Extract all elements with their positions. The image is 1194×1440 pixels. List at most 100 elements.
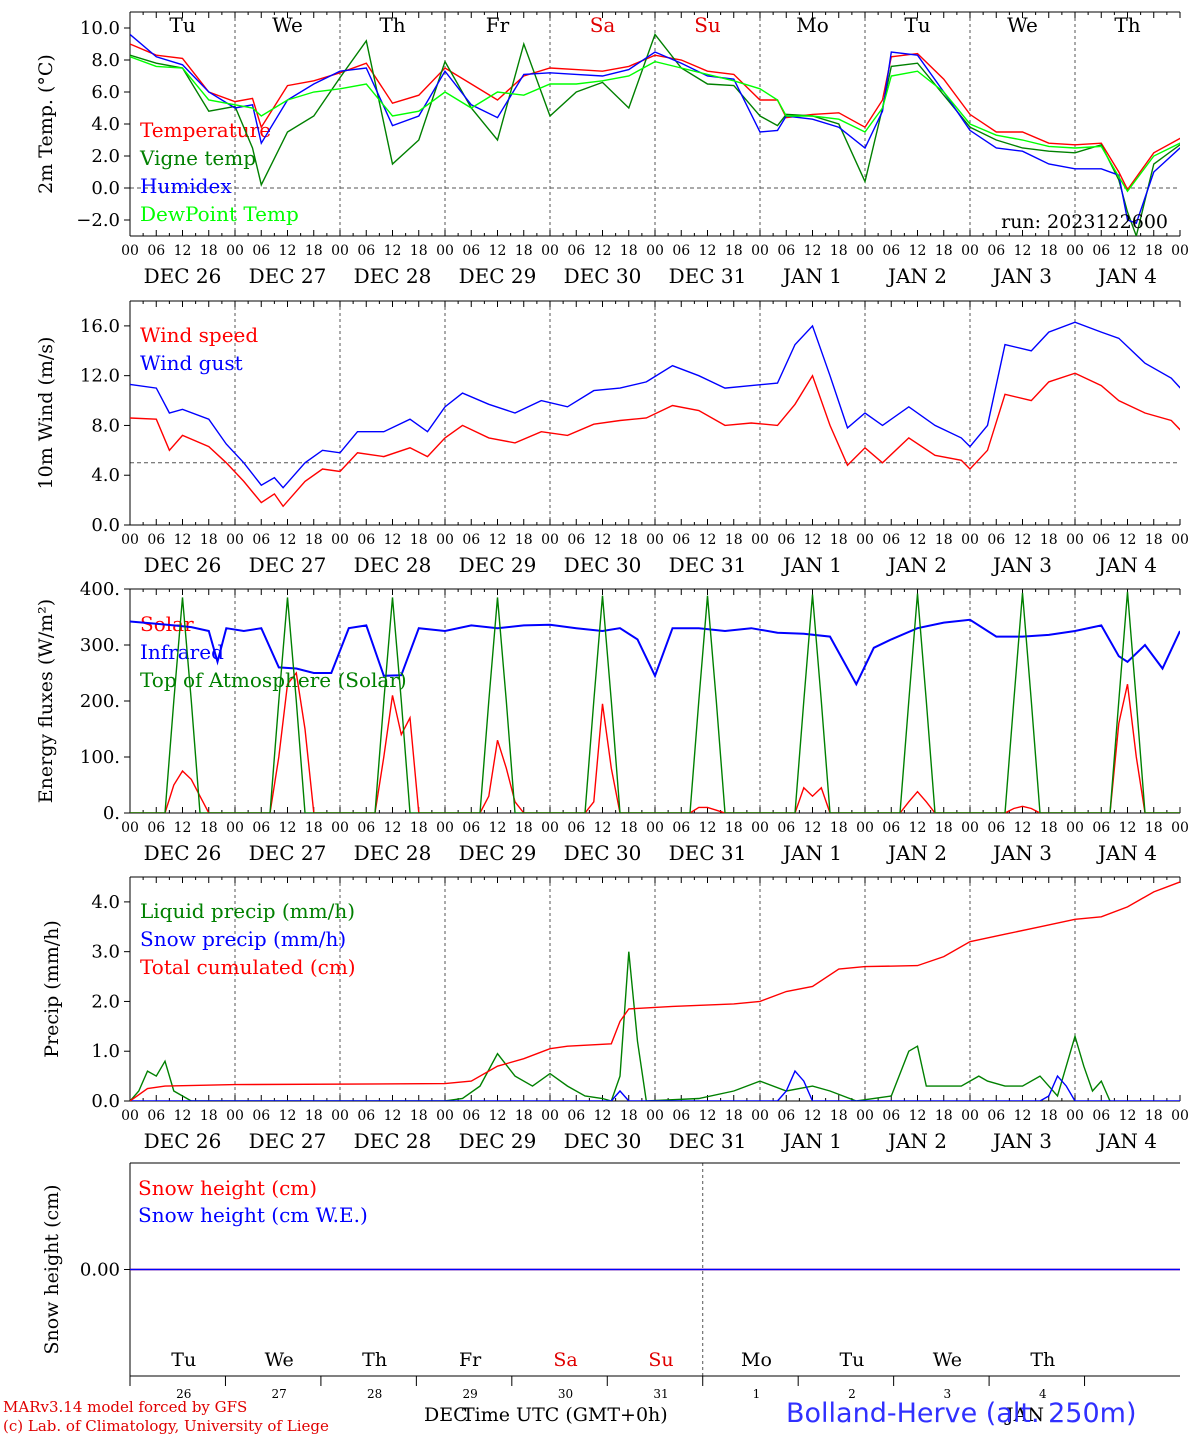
hour-label: 18	[515, 532, 533, 548]
date-label: JAN 2	[886, 1129, 947, 1153]
day-number: 29	[462, 1387, 477, 1401]
hour-label: 12	[279, 243, 297, 259]
hour-label: 00	[961, 820, 979, 836]
y-tick-label: 10.0	[80, 18, 120, 39]
hour-label: 12	[1014, 820, 1032, 836]
hour-label: 06	[567, 1108, 585, 1124]
hour-label: 18	[830, 1108, 848, 1124]
hour-label: 18	[305, 532, 323, 548]
hour-label: 06	[1092, 243, 1110, 259]
date-label: JAN 4	[1096, 553, 1157, 577]
hour-label: 18	[830, 820, 848, 836]
panel-2: 0.0 4.0 8.0 12.0 16.0 10m Wind (m/s) Wind spee…	[35, 300, 1189, 577]
hour-label: 06	[882, 820, 900, 836]
y-tick-label: 8.0	[91, 415, 120, 436]
weekday-label: Su	[694, 13, 721, 37]
hour-label: 18	[935, 532, 953, 548]
hour-label: 06	[567, 243, 585, 259]
weekday-label: We	[1007, 13, 1038, 37]
hour-label: 12	[1014, 1108, 1032, 1124]
hour-label: 06	[777, 1108, 795, 1124]
hour-label: 18	[725, 243, 743, 259]
date-label: DEC 28	[354, 553, 432, 577]
hour-label: 18	[1145, 1108, 1163, 1124]
hour-label: 06	[672, 820, 690, 836]
legend-entry: Top of Atmosphere (Solar)	[140, 668, 407, 692]
hour-label: 00	[646, 820, 664, 836]
series-line-3	[130, 591, 1180, 813]
legend-entry: Wind gust	[140, 351, 243, 375]
date-label: DEC 29	[459, 553, 537, 577]
y-tick-label: 1.0	[91, 1041, 120, 1062]
hour-label: 00	[541, 1108, 559, 1124]
hour-label: 00	[856, 820, 874, 836]
date-label: DEC 27	[249, 264, 327, 288]
hour-label: 06	[147, 243, 165, 259]
hour-label: 00	[436, 532, 454, 548]
series-line-4	[130, 56, 1180, 193]
hour-label: 06	[1092, 820, 1110, 836]
date-label: JAN 1	[781, 1129, 842, 1153]
weekday-label: Tu	[169, 13, 195, 37]
date-label: JAN 3	[991, 264, 1052, 288]
weekday-label: Th	[379, 13, 405, 37]
hour-label: 18	[1145, 820, 1163, 836]
hour-label: 00	[331, 1108, 349, 1124]
hour-label: 06	[777, 243, 795, 259]
weekday-label: Mo	[796, 13, 829, 37]
hour-label: 12	[384, 1108, 402, 1124]
date-label: JAN 2	[886, 553, 947, 577]
hour-label: 12	[489, 1108, 507, 1124]
hour-label: 18	[935, 1108, 953, 1124]
hour-label: 00	[121, 243, 139, 259]
date-label: DEC 26	[144, 1129, 222, 1153]
hour-label: 12	[279, 1108, 297, 1124]
date-label: DEC 30	[564, 553, 642, 577]
hour-label: 00	[226, 1108, 244, 1124]
date-label: JAN 4	[1096, 264, 1157, 288]
hour-label: 18	[935, 243, 953, 259]
date-label: DEC 31	[669, 264, 747, 288]
y-tick-label: 0.0	[91, 515, 120, 536]
footer-model-text: MARv3.14 model forced by GFS	[3, 1398, 248, 1416]
hour-label: 00	[1171, 820, 1189, 836]
hour-label: 06	[462, 1108, 480, 1124]
hour-label: 06	[882, 243, 900, 259]
date-label: JAN 3	[991, 553, 1052, 577]
y-axis-label: 10m Wind (m/s)	[35, 337, 57, 490]
weekday-label: Th	[1114, 13, 1140, 37]
series-line-1	[130, 671, 1180, 813]
hour-label: 12	[174, 243, 192, 259]
date-label: DEC 26	[144, 553, 222, 577]
hour-label: 00	[856, 1108, 874, 1124]
hour-label: 00	[751, 532, 769, 548]
series-line-2	[130, 321, 1180, 489]
y-tick-label: 3.0	[91, 942, 120, 963]
hour-label: 12	[594, 243, 612, 259]
date-label: DEC 28	[354, 841, 432, 865]
weekday-label: Fr	[459, 1349, 482, 1371]
hour-label: 12	[699, 532, 717, 548]
legend-entry: Humidex	[140, 174, 232, 198]
y-tick-label: 4.0	[91, 114, 120, 135]
hour-label: 00	[331, 243, 349, 259]
date-label: JAN 3	[991, 841, 1052, 865]
hour-label: 18	[305, 1108, 323, 1124]
series-line-1	[130, 951, 1111, 1101]
day-number: 30	[558, 1387, 573, 1401]
hour-label: 06	[357, 243, 375, 259]
hour-label: 12	[1014, 532, 1032, 548]
y-tick-label: 200.	[80, 691, 120, 712]
hour-label: 06	[672, 532, 690, 548]
y-tick-label: 4.0	[91, 465, 120, 486]
hour-label: 06	[987, 820, 1005, 836]
hour-label: 18	[515, 243, 533, 259]
date-label: DEC 27	[249, 553, 327, 577]
date-label: DEC 31	[669, 553, 747, 577]
weekday-label: Su	[648, 1349, 673, 1371]
series-line-2	[130, 618, 1180, 687]
y-tick-label: 6.0	[91, 82, 120, 103]
date-label: JAN 4	[1096, 1129, 1157, 1153]
y-tick-label: 300.	[80, 635, 120, 656]
hour-label: 06	[567, 532, 585, 548]
